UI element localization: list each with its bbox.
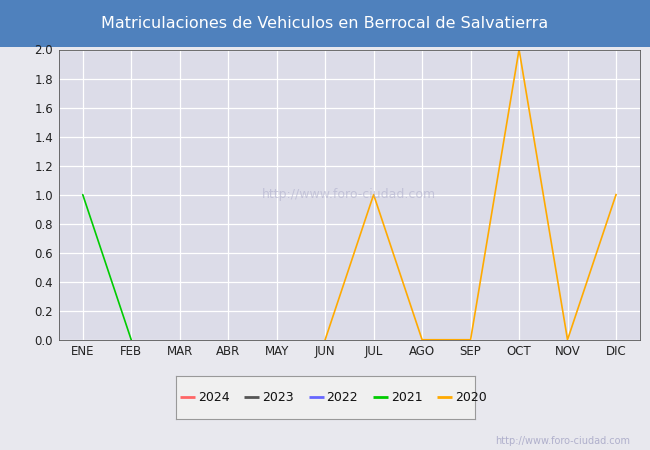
Text: 2023: 2023 (262, 391, 294, 404)
Text: Matriculaciones de Vehiculos en Berrocal de Salvatierra: Matriculaciones de Vehiculos en Berrocal… (101, 16, 549, 31)
Text: 2022: 2022 (326, 391, 358, 404)
Text: 2024: 2024 (198, 391, 229, 404)
Text: http://www.foro-ciudad.com: http://www.foro-ciudad.com (263, 188, 436, 201)
Text: 2021: 2021 (391, 391, 422, 404)
Text: http://www.foro-ciudad.com: http://www.foro-ciudad.com (495, 436, 630, 446)
Text: 2020: 2020 (455, 391, 487, 404)
